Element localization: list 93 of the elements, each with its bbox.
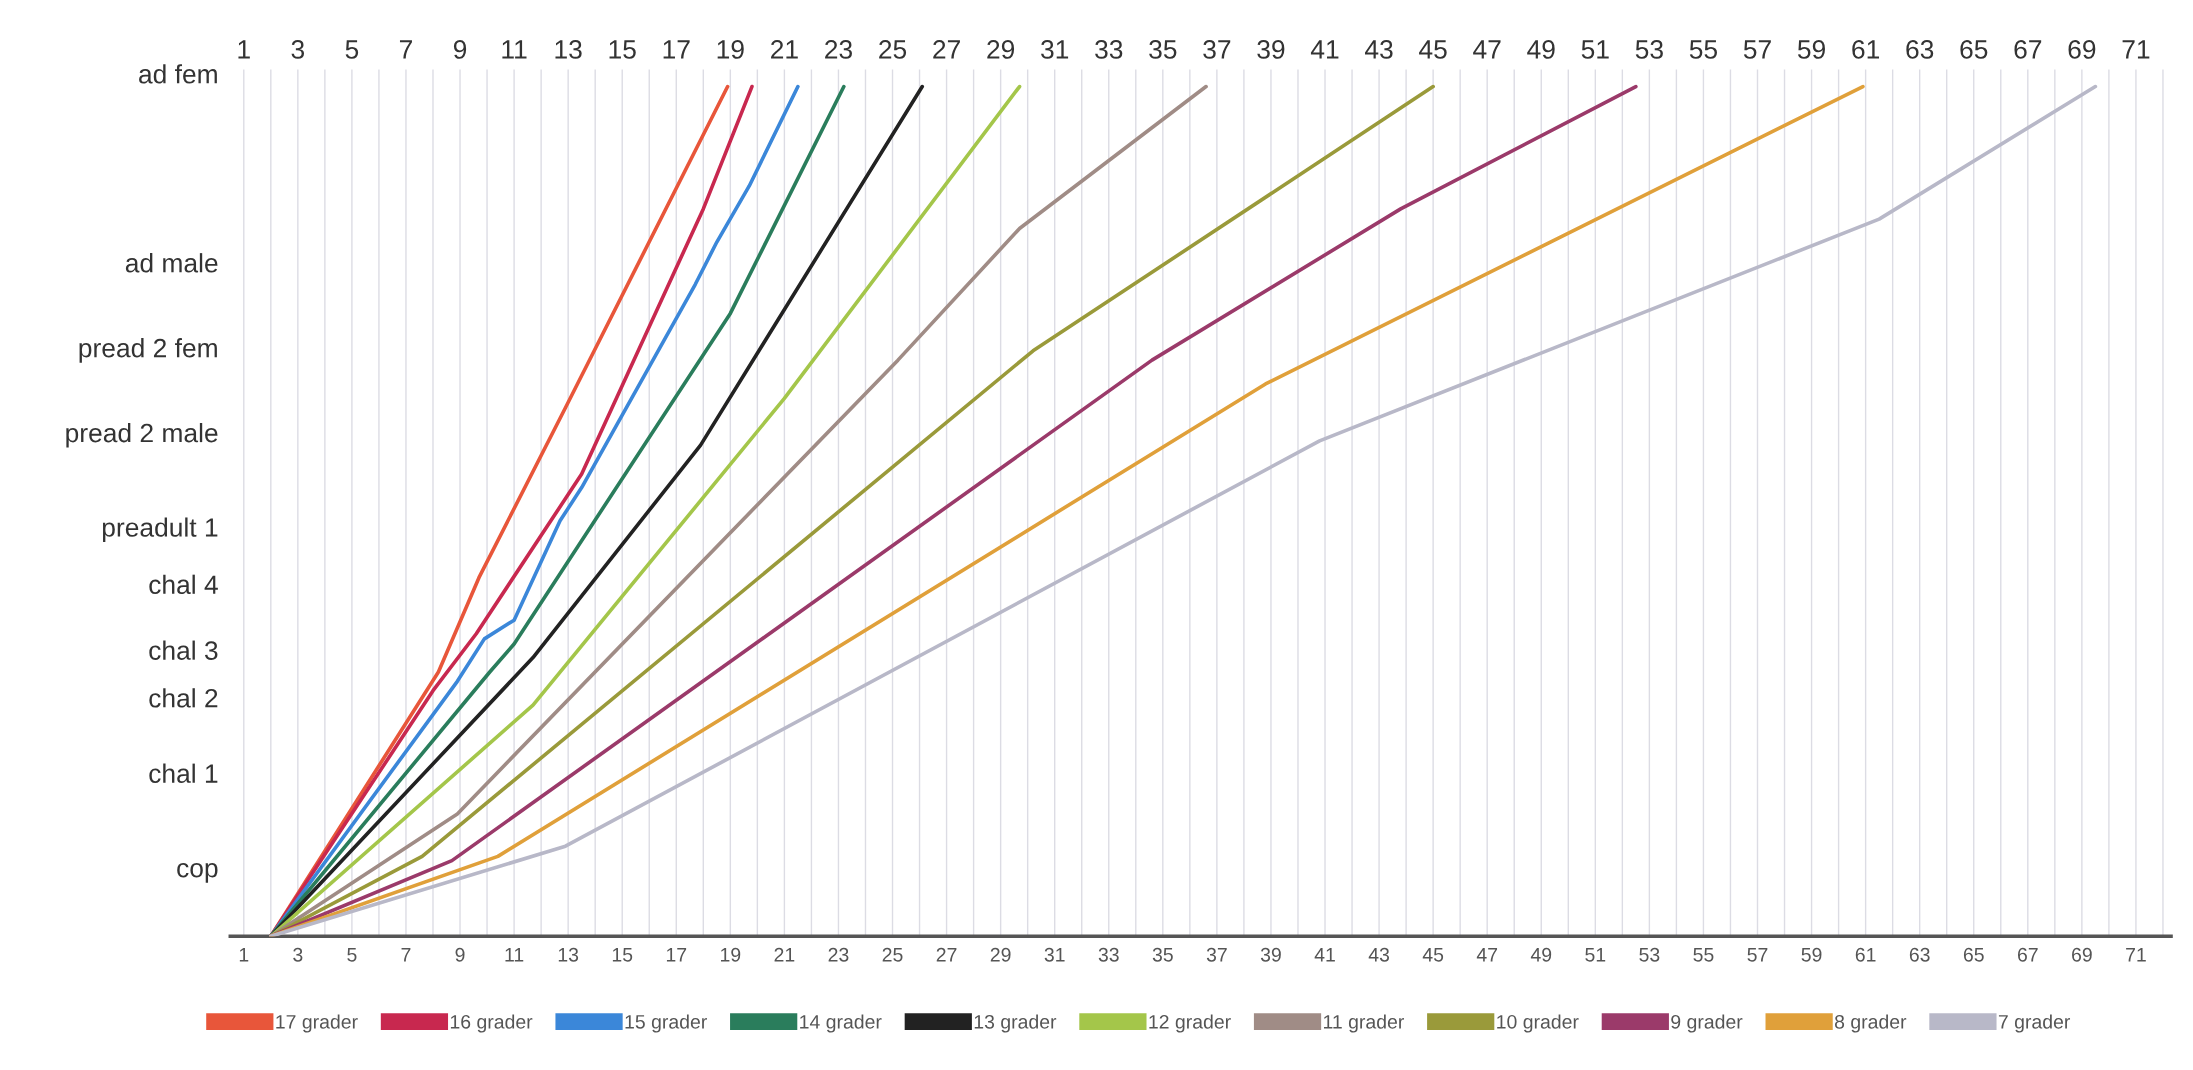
legend-label: 17 grader (276, 1014, 358, 1033)
x-tick-label: 1 (239, 948, 249, 962)
x-tick-label: 21 (774, 947, 795, 962)
x-tick-label: 11 (505, 948, 524, 962)
x2-tick-label: 47 (1473, 40, 1501, 59)
x-tick-label: 71 (2126, 948, 2146, 962)
x-tick-label: 55 (1693, 948, 1714, 962)
x2-tick-label: 49 (1527, 40, 1555, 59)
legend-label: 10 grader (1497, 1014, 1579, 1033)
x-tick-label: 59 (1801, 947, 1822, 962)
x2-tick-label: 9 (453, 40, 467, 59)
x2-tick-label: 25 (879, 40, 907, 59)
x-tick-label: 7 (401, 948, 411, 962)
x2-tick-label: 43 (1365, 40, 1393, 59)
x2-tick-label: 59 (1797, 40, 1825, 59)
text: ad fem (139, 64, 217, 84)
x2-tick-label: 67 (2014, 40, 2042, 59)
x2-tick-label: 11 (502, 40, 527, 59)
x-tick-label: 51 (1585, 948, 1606, 962)
x-tick-label: 45 (1422, 948, 1444, 962)
x-tick-label: 53 (1639, 947, 1660, 962)
x-tick-label: 47 (1476, 948, 1498, 962)
text: pread 2 male (66, 423, 218, 448)
x-tick-label: 5 (347, 948, 357, 962)
x-tick-label: 37 (1206, 947, 1227, 962)
x2-tick-label: 55 (1689, 40, 1718, 59)
x-tick-label: 63 (1909, 947, 1930, 962)
x-tick-label: 69 (2072, 947, 2092, 962)
x2-tick-label: 31 (1041, 40, 1069, 59)
x2-tick-label: 61 (1852, 40, 1880, 59)
x2-tick-label: 39 (1257, 40, 1285, 59)
legend-label: 8 grader (1834, 1014, 1907, 1033)
x-tick-label: 67 (2017, 947, 2038, 962)
x-tick-label: 35 (1152, 947, 1173, 962)
text: preadult 1 (102, 517, 218, 543)
x2-tick-label: 65 (1960, 40, 1988, 59)
x-tick-label: 17 (666, 948, 687, 962)
x-tick-label: 15 (612, 948, 633, 962)
x-tick-label: 49 (1530, 947, 1552, 962)
text: cop (177, 863, 218, 883)
text: chal 4 (149, 574, 218, 595)
legend-label: 16 grader (450, 1014, 533, 1033)
x2-tick-label: 13 (555, 40, 582, 59)
x2-tick-label: 5 (345, 40, 359, 59)
text: chal 2 (149, 688, 218, 708)
x2-tick-label: 3 (291, 40, 305, 59)
x2-tick-label: 45 (1419, 40, 1447, 59)
legend-label: 12 grader (1149, 1014, 1231, 1033)
text: chal 3 (149, 640, 218, 660)
x2-tick-label: 41 (1310, 40, 1339, 59)
x2-tick-label: 1 (238, 40, 250, 59)
x-tick-label: 57 (1747, 948, 1768, 962)
x-tick-label: 3 (293, 947, 303, 962)
text: ad male (125, 253, 218, 273)
x2-tick-label: 15 (609, 40, 636, 59)
x2-tick-label: 37 (1203, 40, 1231, 59)
x2-tick-label: 27 (933, 40, 960, 59)
text: chal 1 (149, 763, 218, 783)
x-tick-label: 41 (1314, 948, 1335, 962)
x-tick-label: 39 (1260, 947, 1281, 962)
x2-tick-label: 19 (717, 40, 744, 59)
x-tick-label: 27 (936, 947, 957, 962)
x-tick-label: 61 (1855, 947, 1876, 962)
legend-label: 7 grader (1998, 1014, 2071, 1033)
x-tick-label: 19 (721, 947, 741, 962)
legend-label: 15 grader (625, 1014, 707, 1033)
x-tick-label: 23 (828, 947, 849, 962)
x-tick-label: 13 (558, 947, 579, 962)
x2-tick-label: 71 (2122, 40, 2150, 59)
legend-label: 11 grader (1324, 1014, 1404, 1033)
x-tick-label: 31 (1044, 947, 1065, 962)
x-tick-label: 9 (455, 947, 465, 962)
x-tick-label: 33 (1098, 947, 1119, 962)
legend-label: 14 grader (800, 1014, 882, 1033)
x2-tick-label: 53 (1635, 40, 1663, 59)
x-tick-label: 65 (1963, 947, 1984, 962)
x2-tick-label: 33 (1095, 40, 1123, 59)
x2-tick-label: 23 (825, 40, 852, 59)
x-tick-label: 25 (882, 947, 903, 962)
legend-label: 13 grader (974, 1014, 1057, 1033)
x2-tick-label: 69 (2068, 40, 2096, 59)
x2-tick-label: 63 (1906, 40, 1934, 59)
x2-tick-label: 21 (771, 40, 798, 59)
x2-tick-label: 7 (399, 40, 412, 59)
text: pread 2 fem (79, 338, 217, 363)
x-tick-label: 43 (1368, 947, 1390, 962)
x2-tick-label: 29 (987, 40, 1015, 59)
x2-tick-label: 57 (1743, 40, 1771, 59)
x-tick-label: 29 (990, 947, 1011, 962)
x2-tick-label: 17 (663, 40, 690, 59)
x2-tick-label: 51 (1581, 40, 1609, 59)
x2-tick-label: 35 (1149, 40, 1177, 59)
legend-label: 9 grader (1671, 1014, 1743, 1033)
